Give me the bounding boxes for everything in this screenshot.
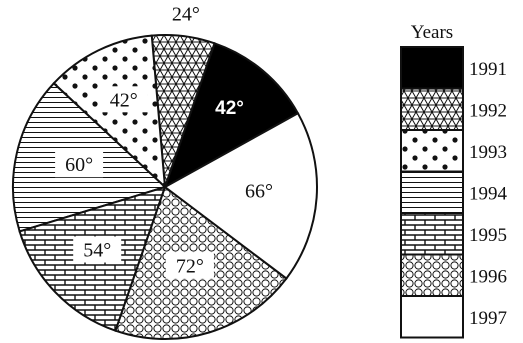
legend-swatch-1996 (400, 253, 464, 297)
legend-swatch-1993 (400, 129, 464, 173)
slice-label-1994: 60° (65, 154, 93, 176)
legend-swatch-1991 (400, 46, 464, 90)
legend: Years 1991 1992 1993 1994 1995 1996 1997 (400, 22, 508, 339)
slice-label-1995: 54° (83, 240, 111, 262)
slice-label-background-1996 (165, 252, 214, 279)
slice-label-background-1993 (99, 86, 148, 113)
pie-slice-1997 (163, 111, 318, 280)
legend-swatch-1997 (400, 295, 464, 339)
legend-swatch-1995 (400, 212, 464, 256)
legend-label-1996: 1996 (469, 266, 507, 287)
slice-label-1991: 42° (215, 98, 244, 119)
legend-items: 1991 1992 1993 1994 1995 1996 1997 (400, 46, 508, 339)
legend-label-1993: 1993 (469, 142, 507, 163)
legend-label-1991: 1991 (469, 59, 507, 80)
pie-slice-1991 (163, 42, 300, 190)
legend-label-1997: 1997 (469, 308, 507, 329)
slice-label-1992: 24° (172, 4, 200, 26)
pie-slice-labels: 42° 24° 42° 60° 54° 72° 66° (55, 4, 273, 279)
slice-label-1997: 66° (245, 181, 273, 203)
slice-label-1996: 72° (176, 255, 204, 277)
legend-swatch-1992 (400, 87, 464, 131)
legend-label-1992: 1992 (469, 100, 507, 121)
legend-label-1995: 1995 (469, 225, 507, 246)
slice-label-background-1994 (55, 151, 104, 178)
slice-label-background-1995 (73, 236, 122, 263)
legend-swatch-1994 (400, 170, 464, 214)
slice-label-1993: 42° (110, 89, 138, 111)
legend-title: Years (411, 22, 453, 43)
legend-label-1994: 1994 (469, 183, 508, 204)
